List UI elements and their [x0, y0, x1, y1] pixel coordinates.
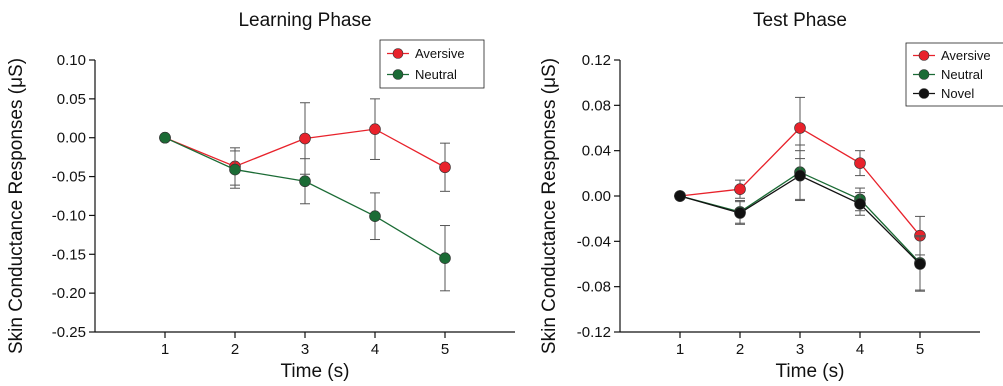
- x-tick-label: 4: [856, 341, 864, 358]
- x-tick-label: 2: [736, 341, 744, 358]
- y-tick-label: -0.25: [52, 324, 86, 341]
- data-point: [369, 210, 381, 223]
- y-tick-label: -0.04: [577, 233, 611, 250]
- y-tick-label: 0.04: [582, 143, 611, 160]
- y-tick-label: -0.10: [52, 207, 86, 224]
- y-tick-label: 0.08: [582, 97, 611, 114]
- x-tick-label: 4: [371, 341, 379, 358]
- x-tick-label: 1: [676, 341, 684, 358]
- y-tick-label: -0.15: [52, 246, 86, 263]
- data-point: [794, 122, 806, 134]
- data-point: [439, 252, 451, 264]
- legend-box: [379, 39, 485, 89]
- x-tick-label: 3: [301, 341, 309, 358]
- legend-marker: [918, 88, 930, 99]
- y-tick-label: -0.08: [577, 279, 611, 296]
- legend-label: Novel: [941, 86, 974, 101]
- learning-phase-chart: Learning Phase 0.10 0.05 0.00 -0.05 -0.10 -0.1…: [6, 10, 515, 382]
- legend-label: Neutral: [415, 67, 457, 82]
- data-point: [734, 183, 746, 195]
- data-point: [734, 207, 746, 219]
- legend-marker: [918, 50, 930, 61]
- x-tick-label: 3: [796, 341, 804, 358]
- x-tick-label: 2: [231, 341, 239, 358]
- x-tick-label: 5: [916, 341, 924, 358]
- data-point: [854, 198, 866, 210]
- legend-label: Aversive: [941, 48, 991, 63]
- legend: Aversive Neutral: [379, 39, 485, 89]
- x-tick-label: 5: [441, 341, 449, 358]
- data-point: [914, 258, 926, 270]
- chart-title: Test Phase: [753, 10, 847, 31]
- y-tick-label: 0.00: [57, 130, 86, 147]
- legend-marker: [918, 69, 930, 80]
- chart-title: Learning Phase: [238, 10, 371, 31]
- y-tick-label: -0.20: [52, 285, 86, 302]
- test-phase-chart: Test Phase 0.12 0.08 0.04 0.00 -0.04 -0.08 -0.1…: [539, 10, 1003, 382]
- x-axis-label: Time (s): [776, 361, 845, 382]
- y-tick-label: 0.00: [582, 188, 611, 205]
- y-tick-label: 0.05: [57, 91, 86, 108]
- y-tick-label: -0.12: [577, 324, 611, 341]
- legend-marker: [392, 48, 404, 59]
- y-tick-label: 0.12: [582, 52, 611, 69]
- data-point: [439, 161, 451, 174]
- legend-label: Aversive: [415, 46, 465, 61]
- data-point: [299, 175, 311, 188]
- y-tick-label: 0.10: [57, 52, 86, 69]
- data-point: [159, 131, 171, 144]
- legend-label: Neutral: [941, 67, 983, 82]
- y-axis-label: Skin Conductance Responses (μS): [6, 58, 27, 354]
- series-neutral: [159, 131, 451, 292]
- y-tick-label: -0.05: [52, 169, 86, 186]
- data-point: [299, 132, 311, 145]
- x-axis-label: Time (s): [281, 361, 350, 382]
- series-novel: [674, 150, 926, 292]
- data-point: [854, 157, 866, 169]
- legend: Aversive Neutral Novel: [905, 42, 1003, 107]
- legend-marker: [392, 69, 404, 80]
- y-axis-label: Skin Conductance Responses (μS): [539, 58, 560, 354]
- data-point: [369, 123, 381, 135]
- x-tick-label: 1: [161, 341, 169, 358]
- data-point: [794, 169, 806, 182]
- data-point: [229, 163, 241, 176]
- data-point: [674, 190, 686, 202]
